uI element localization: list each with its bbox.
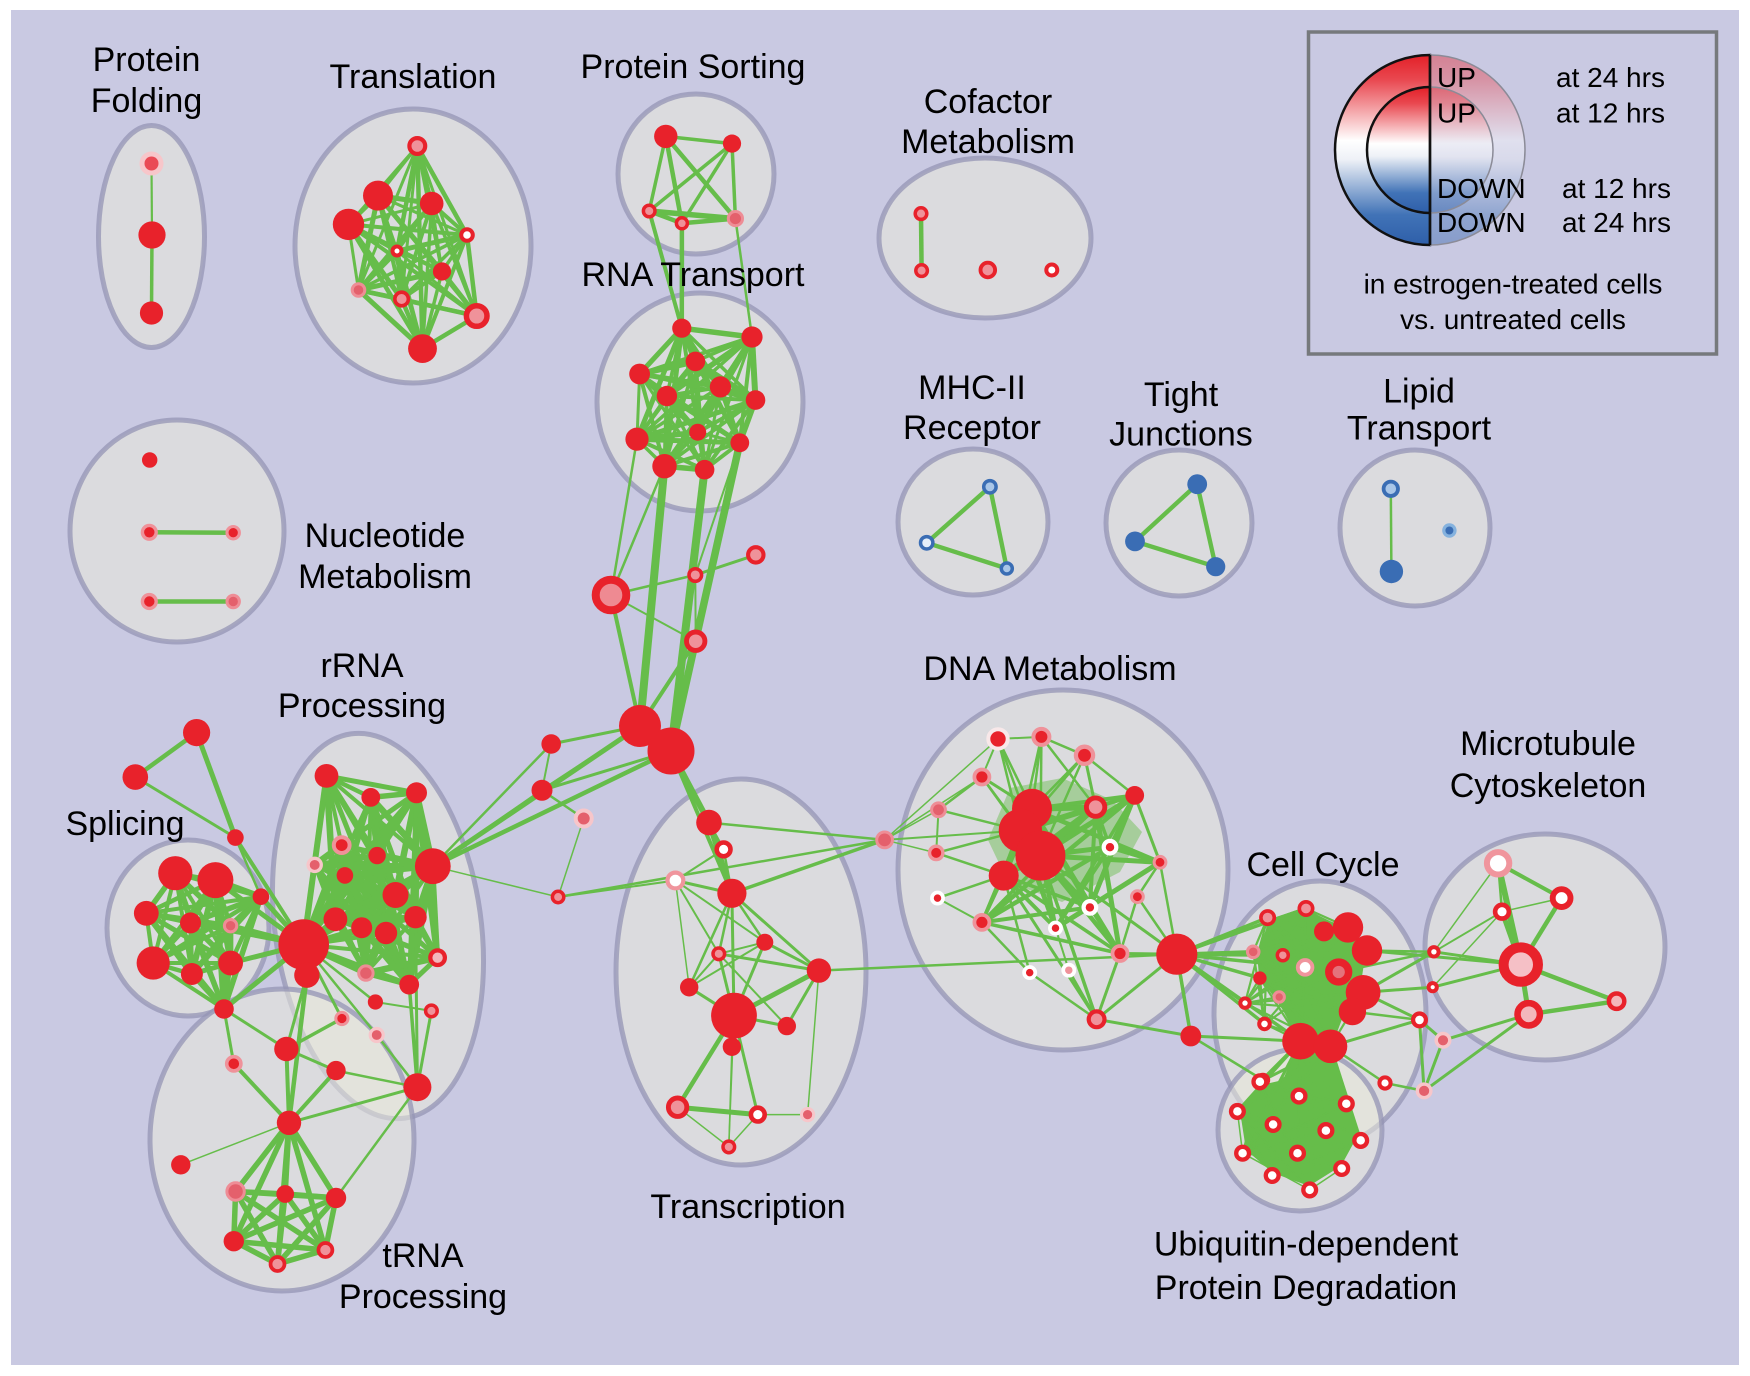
svg-text:vs. untreated cells: vs. untreated cells [1400, 304, 1626, 335]
svg-text:Transcription: Transcription [650, 1188, 845, 1226]
svg-text:tRNA: tRNA [382, 1237, 464, 1275]
svg-text:Processing: Processing [278, 687, 446, 725]
svg-text:Cofactor: Cofactor [924, 83, 1053, 121]
svg-text:Junctions: Junctions [1109, 416, 1253, 454]
svg-text:DOWN: DOWN [1437, 207, 1526, 238]
svg-text:at 12 hrs: at 12 hrs [1562, 173, 1671, 204]
svg-text:Folding: Folding [91, 82, 203, 120]
svg-text:Tight: Tight [1144, 376, 1219, 414]
svg-text:in estrogen-treated cells: in estrogen-treated cells [1364, 269, 1663, 300]
svg-text:MHC-II: MHC-II [918, 369, 1026, 407]
svg-text:at 24 hrs: at 24 hrs [1562, 207, 1671, 238]
svg-text:UP: UP [1437, 98, 1476, 129]
svg-text:Nucleotide: Nucleotide [305, 517, 466, 555]
svg-text:Cytoskeleton: Cytoskeleton [1450, 767, 1647, 805]
svg-text:Cell Cycle: Cell Cycle [1246, 846, 1399, 884]
svg-text:at 12 hrs: at 12 hrs [1556, 98, 1665, 129]
svg-text:Microtubule: Microtubule [1460, 725, 1636, 763]
svg-text:RNA Transport: RNA Transport [582, 256, 806, 294]
svg-text:Protein Degradation: Protein Degradation [1155, 1269, 1457, 1307]
svg-text:at 24 hrs: at 24 hrs [1556, 62, 1665, 93]
svg-text:Receptor: Receptor [903, 409, 1041, 447]
svg-text:Protein: Protein [93, 41, 201, 79]
svg-text:Protein Sorting: Protein Sorting [581, 48, 806, 86]
svg-text:Lipid: Lipid [1383, 373, 1455, 411]
svg-text:Processing: Processing [339, 1278, 507, 1316]
svg-text:Transport: Transport [1347, 409, 1492, 447]
svg-text:rRNA: rRNA [320, 647, 403, 685]
svg-text:UP: UP [1437, 62, 1476, 93]
svg-text:Metabolism: Metabolism [901, 123, 1075, 161]
svg-text:DNA Metabolism: DNA Metabolism [923, 650, 1176, 688]
svg-text:Splicing: Splicing [65, 805, 184, 843]
svg-text:Ubiquitin-dependent: Ubiquitin-dependent [1154, 1226, 1459, 1264]
svg-text:Metabolism: Metabolism [298, 558, 472, 596]
svg-text:DOWN: DOWN [1437, 173, 1526, 204]
svg-text:Translation: Translation [330, 58, 497, 96]
